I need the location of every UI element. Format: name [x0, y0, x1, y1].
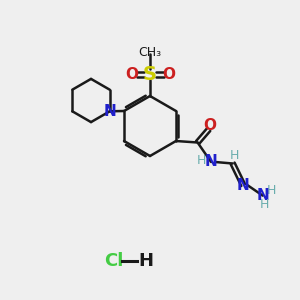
- Text: N: N: [256, 188, 269, 203]
- Text: H: H: [138, 252, 153, 270]
- Text: H: H: [197, 154, 206, 167]
- Text: CH₃: CH₃: [138, 46, 162, 59]
- Text: H: H: [260, 197, 269, 211]
- Text: H: H: [230, 148, 239, 162]
- Text: N: N: [237, 178, 250, 193]
- Text: O: O: [125, 67, 138, 82]
- Text: S: S: [143, 65, 157, 84]
- Text: Cl: Cl: [104, 252, 124, 270]
- Text: O: O: [162, 67, 175, 82]
- Text: O: O: [204, 118, 217, 134]
- Text: N: N: [103, 104, 116, 119]
- Text: N: N: [205, 154, 218, 169]
- Text: H: H: [266, 184, 276, 197]
